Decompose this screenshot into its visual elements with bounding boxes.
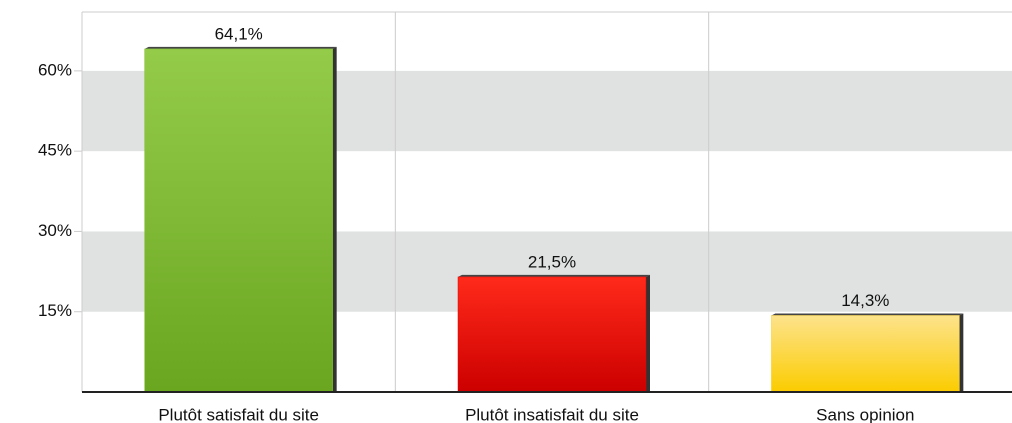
bar-side [332,46,337,393]
x-tick-label: Plutôt insatisfait du site [465,405,639,423]
y-tick-label: 45% [38,141,72,160]
data-label: 21,5% [528,252,576,271]
y-tick-label: 30% [38,221,72,240]
x-tick-label: Sans opinion [816,405,914,423]
bar-side [646,274,650,392]
y-tick-label: 60% [38,60,72,79]
y-tick-label: 15% [38,301,72,320]
bar-side [959,313,964,392]
bar [144,48,333,393]
x-tick-label: Plutôt satisfait du site [158,405,319,423]
bar-top [771,313,964,316]
data-label: 64,1% [215,24,263,43]
data-label: 14,3% [841,291,889,310]
bar-top [144,46,337,49]
bar [457,276,647,393]
bar-top [458,274,650,277]
bar [771,315,960,393]
